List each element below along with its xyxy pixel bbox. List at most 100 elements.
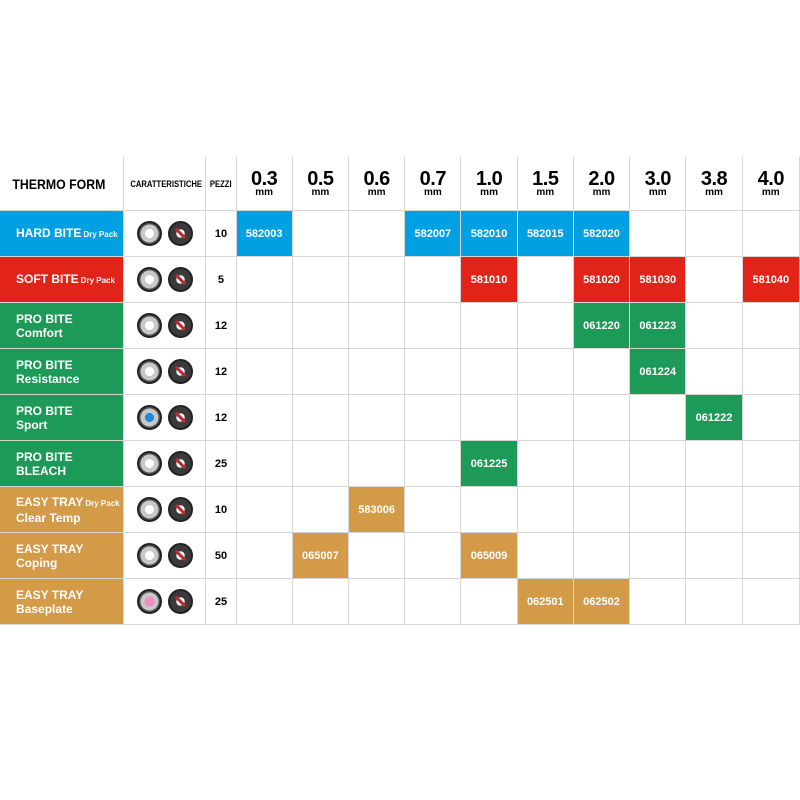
empty-cell bbox=[516, 256, 574, 303]
features-cell bbox=[123, 440, 207, 487]
empty-cell bbox=[404, 532, 462, 579]
thermo-form-table-wrapper: THERMO FORM CARATTERISTICHE PEZZI 0.3 mm 0… bbox=[0, 157, 800, 641]
size-header: 2.0 mm bbox=[572, 157, 631, 211]
no-dry-heat-icon bbox=[167, 497, 193, 522]
pieces-cell: 12 bbox=[205, 394, 237, 441]
product-code-cell: 582010 bbox=[460, 210, 518, 257]
empty-cell bbox=[460, 486, 518, 533]
empty-cell bbox=[347, 578, 406, 625]
product-name: PRO BITE bbox=[16, 449, 73, 464]
features-header: CARATTERISTICHE bbox=[123, 157, 207, 211]
size-unit: mm bbox=[761, 187, 780, 198]
product-name-cell: PRO BITE Sport bbox=[0, 394, 125, 441]
size-unit: mm bbox=[311, 187, 330, 198]
size-value: 2.0 bbox=[588, 168, 615, 190]
size-header: 0.5 mm bbox=[291, 157, 349, 211]
product-name-cell: EASY TRAY Dry Pack Clear Temp bbox=[0, 486, 125, 533]
product-code-cell: 061222 bbox=[685, 394, 743, 441]
empty-cell bbox=[572, 440, 631, 487]
no-dry-heat-icon bbox=[167, 405, 193, 430]
empty-cell bbox=[629, 578, 687, 625]
empty-cell bbox=[404, 440, 462, 487]
empty-cell bbox=[516, 394, 574, 441]
empty-cell bbox=[291, 348, 349, 395]
material-disc-icon bbox=[136, 589, 162, 614]
empty-cell bbox=[685, 532, 743, 579]
empty-cell bbox=[629, 210, 687, 257]
no-dry-heat-icon bbox=[167, 221, 193, 246]
features-cell bbox=[123, 348, 207, 395]
features-header-text: CARATTERISTICHE bbox=[130, 178, 203, 189]
empty-cell bbox=[404, 348, 462, 395]
empty-cell bbox=[516, 302, 574, 349]
table-title: THERMO FORM bbox=[0, 157, 110, 211]
empty-cell bbox=[347, 210, 406, 257]
empty-cell bbox=[235, 440, 293, 487]
pieces-cell: 25 bbox=[205, 440, 237, 487]
empty-cell bbox=[685, 578, 743, 625]
product-code-cell: 581010 bbox=[460, 256, 518, 303]
product-name-cell: EASY TRAY Coping bbox=[0, 532, 125, 579]
size-value: 0.7 bbox=[419, 168, 447, 190]
empty-cell bbox=[685, 486, 743, 533]
empty-cell bbox=[460, 394, 518, 441]
table-row: EASY TRAY Coping 50 065007 065009 bbox=[0, 532, 800, 579]
size-unit: mm bbox=[592, 187, 611, 198]
product-name: HARD BITE bbox=[16, 225, 82, 240]
empty-cell bbox=[516, 486, 574, 533]
product-name-cell: PRO BITE Resistance bbox=[0, 348, 125, 395]
size-unit: mm bbox=[705, 187, 723, 198]
size-unit: mm bbox=[255, 187, 274, 198]
empty-cell bbox=[685, 348, 743, 395]
empty-cell bbox=[235, 348, 293, 395]
empty-cell bbox=[741, 532, 800, 579]
product-name: PRO BITE bbox=[16, 357, 73, 372]
empty-cell bbox=[629, 532, 687, 579]
empty-cell bbox=[404, 256, 462, 303]
empty-cell bbox=[685, 256, 743, 303]
table-row: EASY TRAY Baseplate 25 062501 062502 bbox=[0, 578, 800, 625]
empty-cell bbox=[404, 578, 462, 625]
pieces-cell: 12 bbox=[205, 302, 237, 349]
product-name: PRO BITE bbox=[16, 311, 73, 326]
empty-cell bbox=[235, 302, 293, 349]
empty-cell bbox=[291, 486, 349, 533]
empty-cell bbox=[347, 532, 406, 579]
pieces-header-text: PEZZI bbox=[210, 178, 232, 189]
product-name: EASY TRAY bbox=[16, 587, 84, 602]
product-tag: Dry Pack bbox=[85, 498, 120, 508]
empty-cell bbox=[291, 394, 349, 441]
size-header: 1.5 mm bbox=[516, 157, 574, 211]
empty-cell bbox=[685, 210, 743, 257]
table-row: PRO BITE Comfort 12 061220 061223 bbox=[0, 302, 800, 349]
product-variant: Sport bbox=[16, 417, 48, 432]
size-header: 4.0 mm bbox=[741, 157, 800, 211]
product-variant: Resistance bbox=[16, 371, 80, 386]
product-name: SOFT BITE bbox=[16, 271, 79, 286]
empty-cell bbox=[516, 440, 574, 487]
product-name-cell: PRO BITE Comfort bbox=[0, 302, 125, 349]
product-name: EASY TRAY bbox=[16, 541, 84, 556]
table-row: PRO BITE BLEACH 25 061225 bbox=[0, 440, 800, 487]
features-cell bbox=[123, 486, 207, 533]
no-dry-heat-icon bbox=[167, 451, 193, 476]
no-dry-heat-icon bbox=[167, 589, 193, 614]
size-unit: mm bbox=[480, 187, 498, 198]
no-dry-heat-icon bbox=[167, 267, 193, 292]
product-code-cell: 065007 bbox=[291, 532, 349, 579]
material-disc-icon bbox=[136, 313, 162, 338]
empty-cell bbox=[685, 302, 743, 349]
material-disc-icon bbox=[136, 451, 162, 476]
size-value: 0.5 bbox=[307, 168, 334, 190]
pieces-cell: 50 bbox=[205, 532, 237, 579]
features-cell bbox=[123, 578, 207, 625]
table-row: PRO BITE Sport 12 061222 bbox=[0, 394, 800, 441]
material-disc-icon bbox=[136, 267, 162, 292]
header-row: THERMO FORM CARATTERISTICHE PEZZI 0.3 mm 0… bbox=[0, 157, 800, 211]
empty-cell bbox=[516, 348, 574, 395]
empty-cell bbox=[741, 210, 800, 257]
product-tag: Dry Pack bbox=[83, 229, 118, 239]
table-row: HARD BITE Dry Pack 10 582003 582007 582010 582… bbox=[0, 210, 800, 257]
product-variant: Clear Temp bbox=[16, 510, 81, 525]
empty-cell bbox=[235, 394, 293, 441]
